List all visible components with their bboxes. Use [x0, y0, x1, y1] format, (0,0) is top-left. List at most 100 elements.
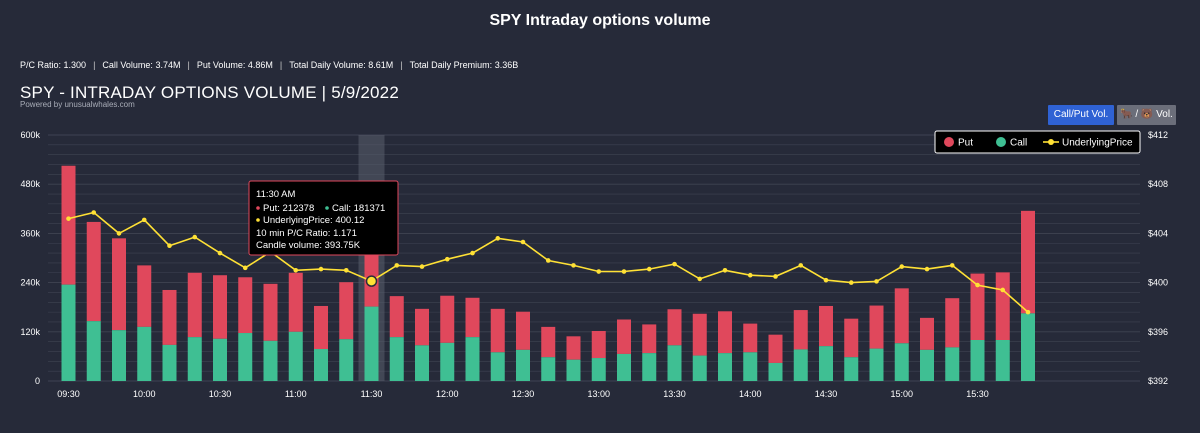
call-bar[interactable]: [112, 330, 126, 381]
call-bar[interactable]: [415, 345, 429, 381]
call-bar[interactable]: [314, 349, 328, 381]
put-bar[interactable]: [718, 311, 732, 354]
price-point[interactable]: [91, 210, 97, 215]
put-bar[interactable]: [213, 275, 227, 339]
put-bar[interactable]: [844, 318, 859, 358]
call-bar[interactable]: [617, 353, 631, 381]
call-bar[interactable]: [339, 339, 354, 381]
price-point[interactable]: [697, 276, 703, 282]
put-bar[interactable]: [112, 238, 126, 331]
put-bar[interactable]: [642, 324, 657, 354]
price-point[interactable]: [646, 266, 652, 272]
price-point[interactable]: [975, 282, 980, 288]
price-point-active[interactable]: [365, 275, 378, 287]
call-bar[interactable]: [1021, 313, 1035, 381]
price-point[interactable]: [722, 268, 728, 273]
price-point[interactable]: [747, 272, 753, 278]
call-bar[interactable]: [364, 306, 379, 381]
put-bar[interactable]: [692, 313, 707, 356]
price-point[interactable]: [293, 268, 299, 273]
call-bar[interactable]: [642, 353, 657, 381]
price-point[interactable]: [520, 239, 526, 245]
price-point[interactable]: [798, 263, 804, 268]
put-bar[interactable]: [288, 272, 303, 332]
put-bar[interactable]: [339, 282, 354, 340]
price-point[interactable]: [167, 243, 172, 248]
price-point[interactable]: [116, 231, 122, 236]
put-bar[interactable]: [516, 311, 530, 350]
call-bar[interactable]: [86, 321, 101, 381]
put-bar[interactable]: [768, 334, 783, 363]
price-point[interactable]: [419, 264, 425, 269]
call-bar[interactable]: [187, 337, 202, 381]
legend-put-marker[interactable]: [944, 137, 954, 147]
price-point[interactable]: [444, 256, 450, 262]
price-point[interactable]: [470, 250, 475, 256]
call-bar[interactable]: [213, 338, 227, 381]
put-bar[interactable]: [591, 330, 606, 359]
put-bar[interactable]: [617, 319, 631, 354]
put-bar[interactable]: [162, 289, 177, 345]
put-bar[interactable]: [86, 221, 101, 322]
legend-put-label[interactable]: Put: [958, 138, 973, 149]
put-bar[interactable]: [667, 309, 682, 346]
price-point[interactable]: [343, 268, 349, 273]
put-bar[interactable]: [187, 272, 202, 338]
call-bar[interactable]: [743, 352, 758, 381]
price-point[interactable]: [242, 265, 248, 271]
call-bar[interactable]: [591, 358, 606, 381]
call-bar[interactable]: [970, 340, 985, 381]
call-bar[interactable]: [238, 333, 253, 381]
price-point[interactable]: [848, 280, 854, 285]
put-bar[interactable]: [263, 283, 278, 341]
put-bar[interactable]: [238, 277, 253, 334]
price-point[interactable]: [141, 217, 147, 223]
put-bar[interactable]: [945, 298, 960, 348]
put-bar[interactable]: [314, 305, 328, 350]
price-point[interactable]: [1025, 309, 1031, 315]
put-bar[interactable]: [743, 323, 758, 353]
price-point[interactable]: [192, 234, 198, 240]
put-bar[interactable]: [490, 308, 505, 353]
legend-call-label[interactable]: Call: [1010, 138, 1027, 149]
call-bar[interactable]: [768, 362, 783, 381]
call-bar[interactable]: [465, 337, 480, 381]
price-point[interactable]: [571, 263, 576, 268]
price-point[interactable]: [672, 261, 677, 267]
price-point[interactable]: [874, 279, 879, 284]
put-bar[interactable]: [389, 296, 404, 338]
call-put-volume-button[interactable]: Call/Put Vol.: [1048, 105, 1114, 125]
call-bar[interactable]: [288, 331, 303, 381]
put-bar[interactable]: [415, 308, 429, 346]
call-bar[interactable]: [995, 340, 1010, 381]
put-bar[interactable]: [894, 288, 909, 344]
call-bar[interactable]: [61, 284, 76, 381]
price-point[interactable]: [899, 264, 905, 269]
call-bar[interactable]: [844, 357, 859, 381]
call-bar[interactable]: [869, 348, 884, 381]
price-point[interactable]: [949, 263, 955, 268]
price-point[interactable]: [394, 263, 400, 268]
price-point[interactable]: [66, 216, 71, 221]
put-bar[interactable]: [541, 326, 556, 358]
call-bar[interactable]: [566, 359, 581, 381]
put-bar[interactable]: [566, 336, 581, 360]
put-bar[interactable]: [920, 317, 934, 350]
price-point[interactable]: [318, 266, 324, 272]
put-bar[interactable]: [819, 305, 833, 347]
price-point[interactable]: [596, 269, 602, 274]
call-bar[interactable]: [819, 346, 833, 381]
call-bar[interactable]: [894, 343, 909, 381]
price-point[interactable]: [773, 274, 778, 279]
call-bar[interactable]: [137, 326, 152, 381]
price-point[interactable]: [924, 266, 930, 272]
price-point[interactable]: [545, 258, 551, 263]
call-bar[interactable]: [945, 347, 960, 381]
price-point[interactable]: [1000, 287, 1006, 293]
call-bar[interactable]: [793, 349, 808, 381]
put-bar[interactable]: [1021, 210, 1035, 314]
bull-bear-volume-button[interactable]: 🐂 / 🐻 Vol.: [1117, 105, 1176, 125]
call-bar[interactable]: [389, 337, 404, 381]
legend-price-label[interactable]: UnderlyingPrice: [1062, 138, 1133, 149]
